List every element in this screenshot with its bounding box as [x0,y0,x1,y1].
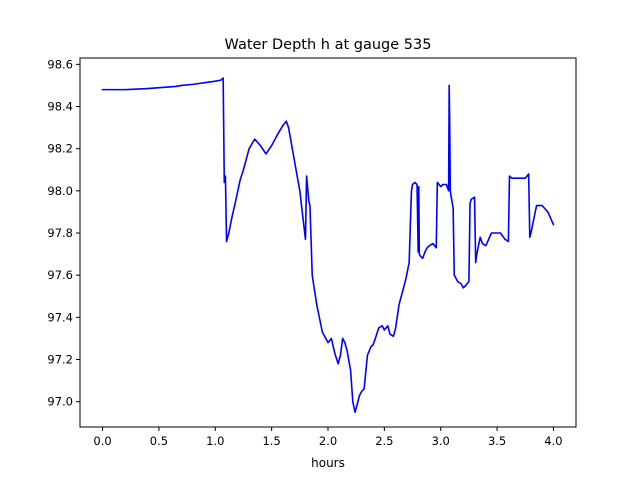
x-tick-label: 2.5 [375,434,393,448]
plot-area: 0.0 0.5 1.0 1.5 2.0 2.5 3.0 3.5 4.0 97.0 97.2 97.4 9… [47,57,577,448]
x-tick-label: 3.5 [488,434,506,448]
y-tick-label: 97.2 [47,353,73,367]
x-tick-label: 1.0 [206,434,224,448]
x-tick-label: 0.5 [150,434,168,448]
x-tick-label: 0.0 [93,434,111,448]
x-tick-label: 2.0 [319,434,337,448]
y-tick-label: 97.4 [47,310,73,324]
y-tick-label: 98.6 [47,57,73,71]
y-tick-label: 97.8 [47,226,73,240]
series-line-0 [101,77,555,414]
y-tick-label: 97.0 [47,395,73,409]
x-tick-label: 3.0 [432,434,450,448]
y-tick-label: 97.6 [47,268,73,282]
x-tick-label: 1.5 [262,434,280,448]
y-tick-label: 98.4 [47,99,73,113]
x-tick-label: 4.0 [544,434,562,448]
chart-title: Water Depth h at gauge 535 [225,37,432,53]
y-tick-label: 98.2 [47,142,73,156]
x-axis-label: hours [311,456,345,470]
y-tick-label: 98.0 [47,184,73,198]
